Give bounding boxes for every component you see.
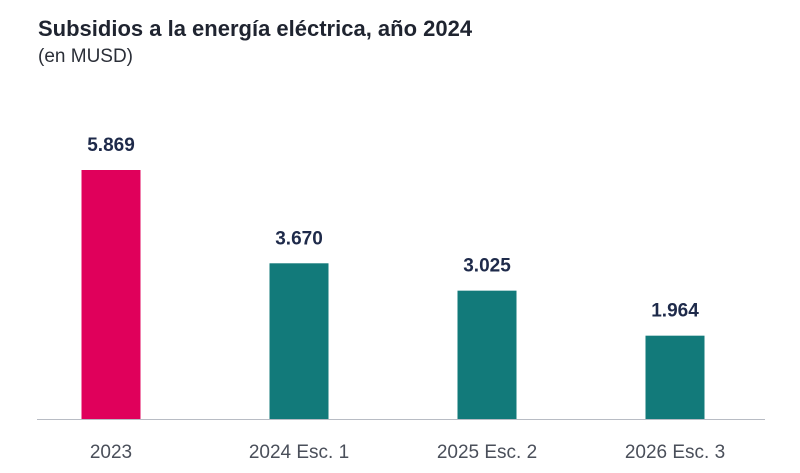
- data-label-2: 3.025: [463, 256, 511, 277]
- chart-title: Subsidios a la energía eléctrica, año 20…: [38, 16, 473, 41]
- chart-subtitle: (en MUSD): [38, 46, 134, 67]
- x-tick-label-0: 2023: [90, 442, 132, 463]
- bar-1: [269, 263, 329, 419]
- chart-header: Subsidios a la energía eléctrica, año 20…: [38, 14, 472, 70]
- x-tick-label-3: 2026 Esc. 3: [625, 442, 725, 463]
- data-label-1: 3.670: [275, 228, 323, 249]
- data-label-0: 5.869: [87, 135, 135, 156]
- x-tick-label-1: 2024 Esc. 1: [249, 442, 349, 463]
- x-tick-label-2: 2025 Esc. 2: [437, 442, 537, 463]
- bar-3: [645, 335, 705, 419]
- bar-2: [457, 290, 517, 419]
- data-label-3: 1.964: [651, 301, 699, 322]
- bar-0: [81, 170, 141, 419]
